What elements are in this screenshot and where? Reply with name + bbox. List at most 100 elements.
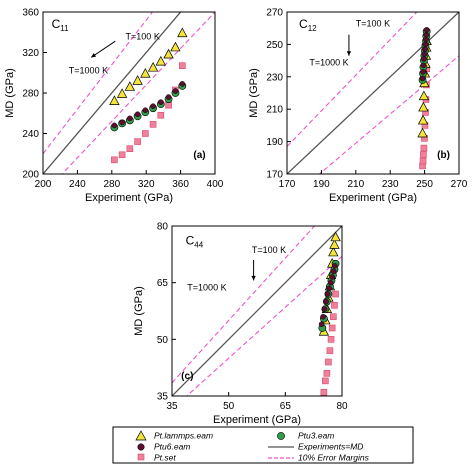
- c12-point-ptset-2: [420, 151, 427, 158]
- c11-x-tick-3: 320: [138, 179, 155, 190]
- c11-point-ptset-1: [118, 151, 126, 159]
- c12-y-tick-2: 210: [266, 105, 283, 116]
- legend-label-error: 10% Error Margins: [298, 453, 370, 463]
- c44-x-axis-label: Experiment (GPa): [213, 414, 301, 426]
- c44-x-tick-0: 35: [166, 401, 178, 412]
- c12-point-ptu6-8: [423, 31, 430, 38]
- c44-y-tick-1: 50: [157, 335, 169, 346]
- legend-box: [112, 426, 414, 464]
- c11-point-lammps-3: [132, 75, 143, 85]
- c11-y-tick-0: 200: [22, 170, 39, 181]
- c11-temperature-arrowhead: [91, 53, 97, 58]
- c12-point-ptu6-0: [419, 75, 426, 82]
- c44-arrow-label-top: T=100 K: [252, 245, 286, 255]
- c11-arrow-label-top: T=100 K: [126, 32, 160, 42]
- c44-y-tick-2: 65: [157, 278, 169, 289]
- c11-x-axis-label: Experiment (GPa): [85, 192, 173, 204]
- c12-temperature-arrowhead: [346, 51, 352, 56]
- panel-c11: 200 240 280 320 360 400 200 240 280 320 360 Experim…: [4, 8, 224, 205]
- c11-point-lammps-1: [116, 88, 128, 98]
- c11-y-axis-label: MD (GPa): [4, 68, 16, 118]
- c11-point-lammps-0: [109, 95, 120, 105]
- c11-point-ptu6-6: [158, 99, 164, 105]
- c11-x-tick-2: 280: [103, 179, 120, 190]
- c12-title-main: C: [299, 17, 308, 31]
- panel-c44: 35 50 65 80 35 50 65 80 Experiment (GPa) MD (GPa)…: [133, 222, 348, 427]
- c11-identity-line: [43, 12, 182, 174]
- c44-point-ptu6-8: [330, 268, 337, 275]
- c11-point-lammps-2: [124, 81, 136, 91]
- c44-point-ptu6-1: [320, 313, 326, 320]
- c11-point-ptu6-3: [134, 111, 141, 118]
- c44-point-ptset-1: [322, 377, 329, 385]
- c11-x-tick-0: 200: [35, 179, 52, 190]
- legend-marker-ptu6: [137, 443, 145, 451]
- c11-point-ptu6-1: [119, 119, 125, 126]
- c11-arrow-label-bottom: T=1000 K: [69, 66, 108, 76]
- c44-y-axis-label: MD (GPa): [133, 286, 145, 336]
- c12-point-ptu6-7: [423, 36, 429, 43]
- c12-arrow-label-top: T=100 K: [356, 19, 390, 29]
- c44-title-main: C: [186, 234, 195, 248]
- c12-point-ptu6-1: [420, 69, 426, 75]
- c11-lower-error-line: [61, 12, 215, 174]
- c12-arrow-label-bottom: T=1000 K: [309, 57, 348, 67]
- c11-plot-area: [43, 12, 215, 174]
- c12-y-tick-1: 190: [266, 137, 283, 148]
- c11-point-ptset-0: [111, 156, 118, 164]
- c44-upper-error-line: [172, 226, 316, 384]
- c11-point-ptu6-8: [172, 88, 179, 94]
- legend-label-experiments: Experiments=MD: [298, 442, 363, 452]
- c12-panel-label: (b): [437, 150, 450, 161]
- c12-x-axis-label: Experiment (GPa): [329, 192, 417, 204]
- c11-x-tick-4: 360: [172, 179, 189, 190]
- c44-point-ptset-5: [327, 336, 335, 343]
- c12-x-tick-1: 190: [313, 179, 330, 190]
- legend-label-ptu6: Ptu6.eam: [154, 442, 190, 452]
- c12-x-tick-4: 250: [416, 179, 433, 190]
- c44-point-ptu6-5: [326, 285, 332, 292]
- c44-point-ptset-2: [323, 370, 331, 377]
- c11-point-ptu6-7: [165, 94, 172, 100]
- c44-point-ptu6-3: [323, 298, 329, 305]
- c12-x-tick-3: 230: [382, 179, 399, 190]
- c44-temperature-arrowhead: [251, 275, 256, 281]
- c44-arrow-label-bottom: T=1000 K: [187, 283, 226, 293]
- c44-point-ptu6-6: [327, 279, 334, 286]
- c12-point-lammps-2: [418, 101, 429, 112]
- c44-panel-label: (c): [181, 371, 193, 382]
- c12-plot-area: [287, 12, 459, 174]
- c12-point-ptset-3: [420, 144, 428, 152]
- c12-point-ptu6-4: [421, 51, 428, 57]
- c12-frame: [286, 11, 460, 175]
- c44-y-tick-3: 80: [157, 222, 169, 233]
- c11-title-main: C: [52, 17, 61, 31]
- c11-y-tick-4: 360: [22, 8, 39, 19]
- c12-point-ptu6-5: [422, 46, 428, 53]
- c12-y-tick-4: 250: [266, 40, 283, 51]
- c12-x-tick-0: 170: [279, 179, 296, 190]
- legend-label-ptu3: Ptu3.eam: [298, 431, 334, 441]
- c44-point-ptset-8: [331, 302, 338, 309]
- legend-marker-lammps: [135, 430, 147, 441]
- c12-title: C12: [299, 17, 317, 33]
- c11-point-lammps-6: [155, 55, 167, 66]
- panel-c12: 170 190 210 230 250 270 170 190 210 230 250 270 Expe…: [248, 8, 468, 205]
- c11-point-lammps-8: [170, 41, 181, 52]
- c11-point-ptset-2: [126, 145, 134, 152]
- c44-identity-line: [172, 226, 342, 396]
- c11-temperature-arrow: [90, 40, 116, 58]
- c12-point-ptu6-2: [420, 62, 427, 69]
- c12-point-ptu6-3: [421, 56, 427, 62]
- c12-point-ptset-1: [419, 157, 427, 165]
- c12-x-tick-2: 210: [347, 179, 364, 190]
- c11-point-ptset-3: [134, 138, 141, 145]
- c12-y-tick-3: 230: [266, 72, 283, 83]
- c11-point-ptu6-5: [150, 103, 156, 109]
- c12-y-tick-5: 270: [266, 8, 283, 19]
- c44-point-ptset-3: [325, 358, 332, 366]
- c12-y-axis-label: MD (GPa): [248, 68, 260, 118]
- c12-y-tick-0: 170: [266, 170, 283, 181]
- c44-point-ptu6-2: [321, 306, 328, 312]
